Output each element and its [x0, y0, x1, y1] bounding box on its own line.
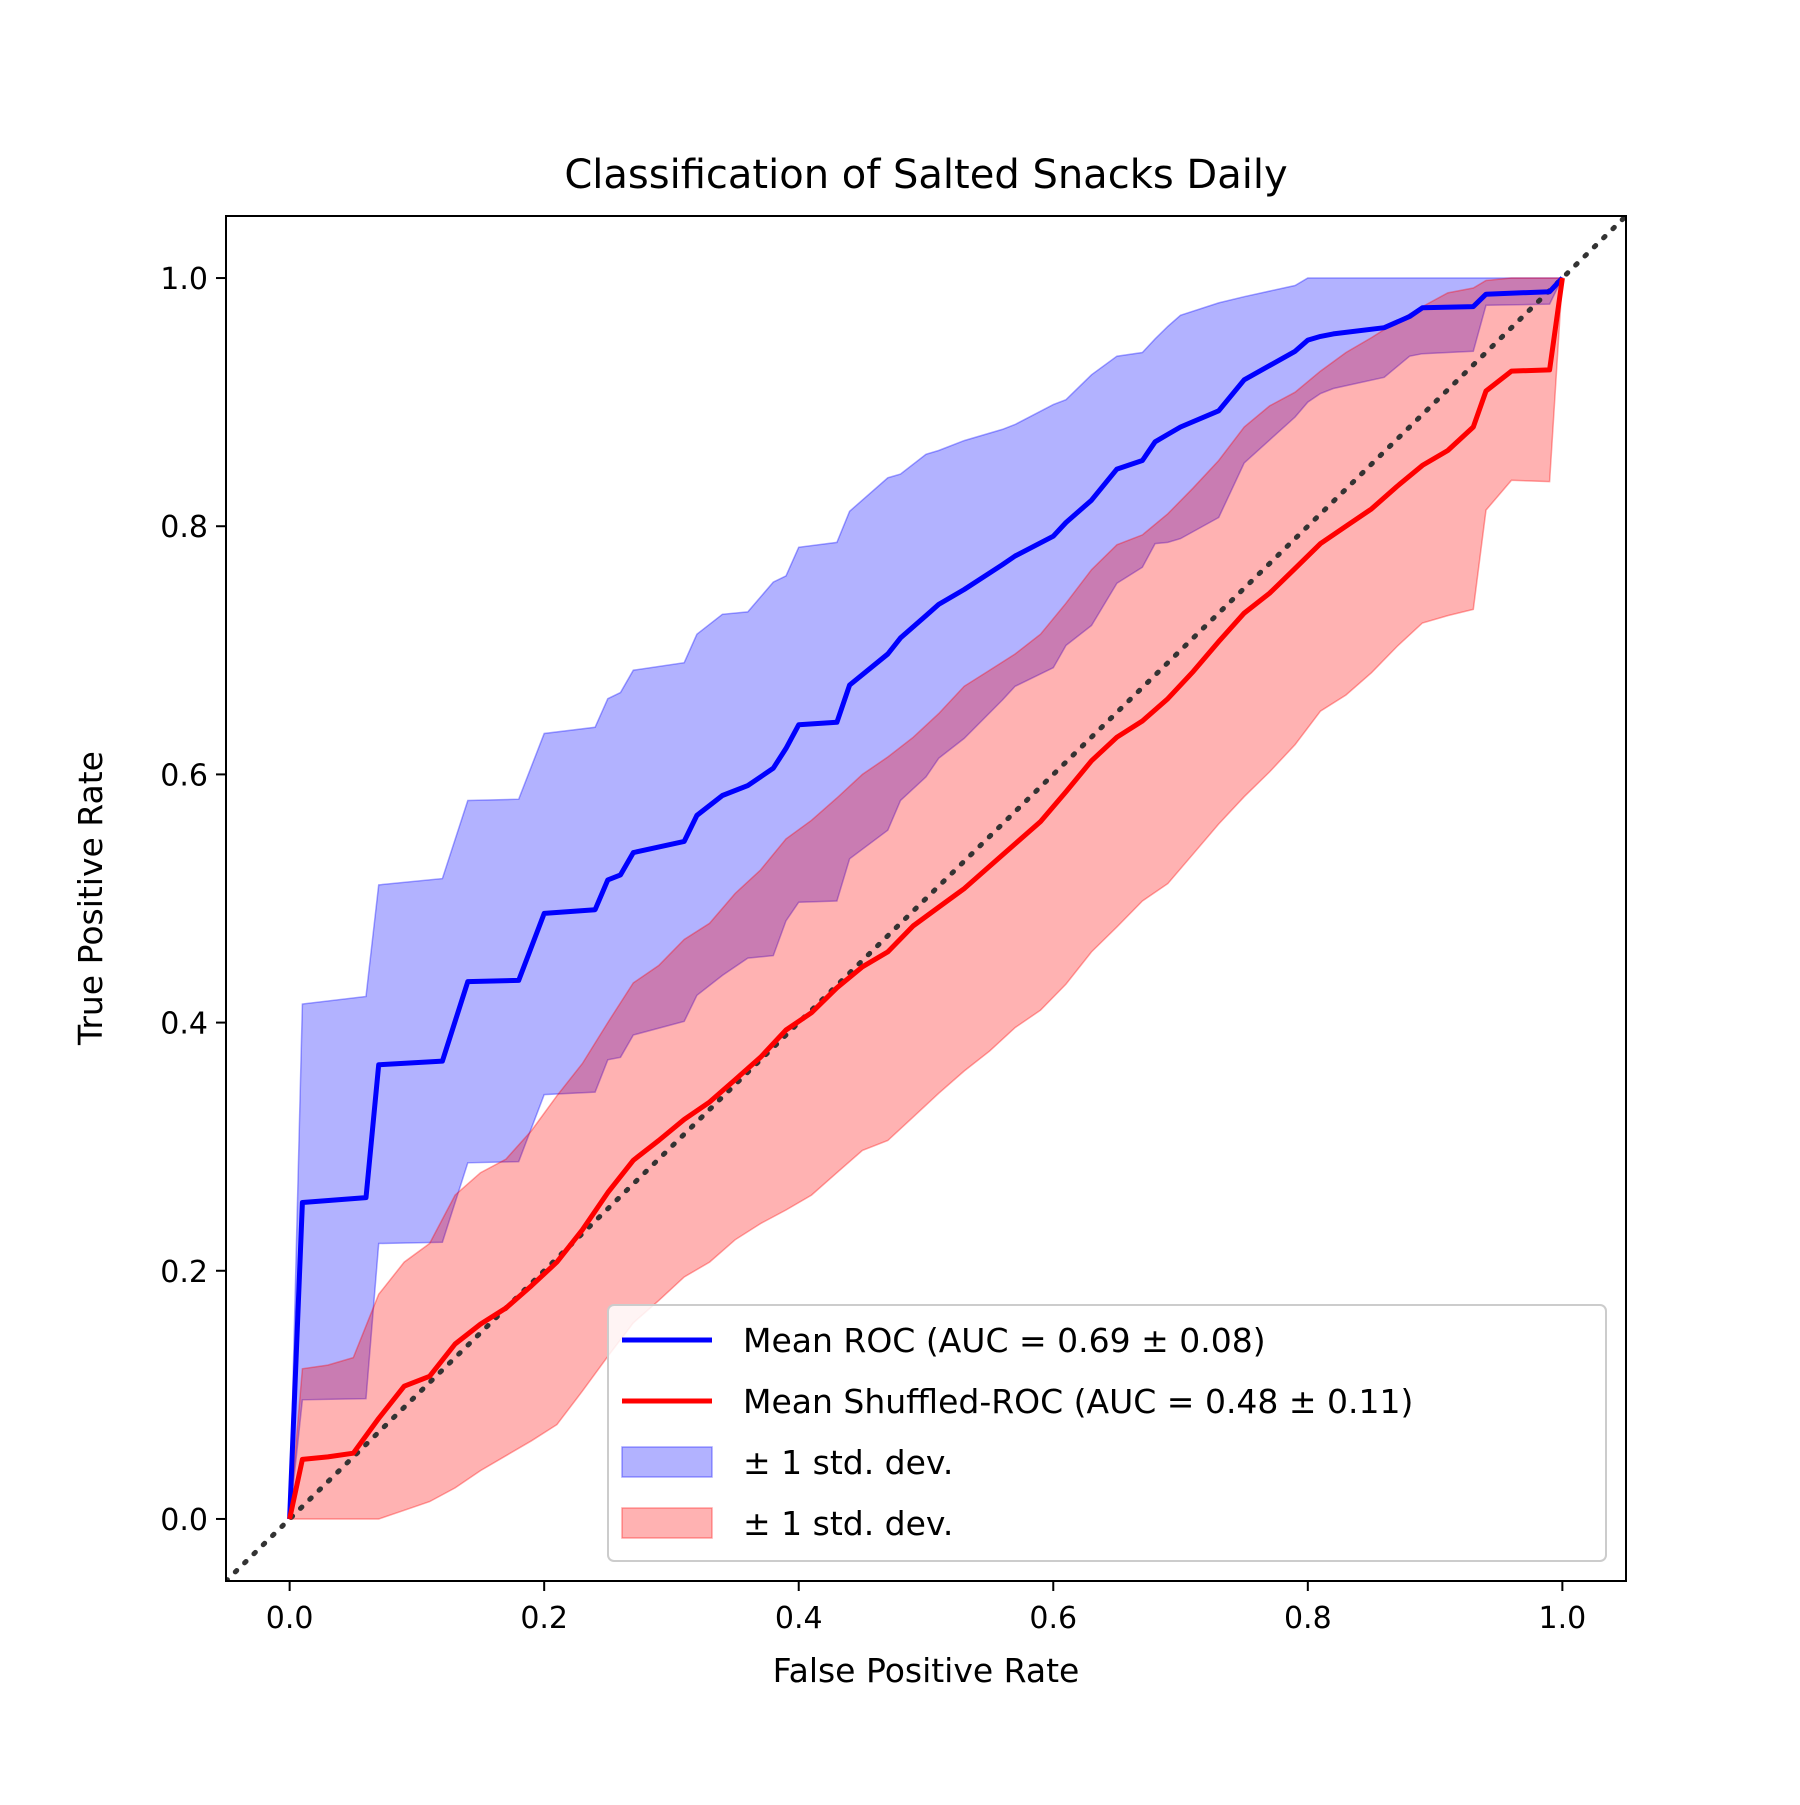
y-tick-label: 0.8 [160, 510, 208, 545]
legend-label: Mean ROC (AUC = 0.69 ± 0.08) [743, 1321, 1266, 1360]
chart-title: Classification of Salted Snacks Daily [564, 152, 1287, 198]
legend-box [607, 1304, 1607, 1562]
x-axis-title: False Positive Rate [773, 1651, 1080, 1690]
x-tick-label: 1.0 [1539, 1601, 1587, 1636]
legend-label: ± 1 std. dev. [743, 1443, 953, 1482]
legend-label: Mean Shuffled-ROC (AUC = 0.48 ± 0.11) [743, 1382, 1413, 1421]
mean-roc-line [287, 276, 1565, 1520]
plot-area [226, 216, 1626, 1581]
x-tick-label: 0.0 [266, 1601, 314, 1636]
y-axis-title: True Positive Rate [71, 751, 110, 1046]
x-tick-label: 0.6 [1029, 1601, 1077, 1636]
x-tick-label: 0.2 [520, 1601, 568, 1636]
legend-label: ± 1 std. dev. [743, 1504, 953, 1543]
y-tick-label: 0.0 [160, 1503, 208, 1538]
chance-line [226, 216, 1626, 1581]
y-tick-label: 0.2 [160, 1255, 208, 1290]
legend: Mean ROC (AUC = 0.69 ± 0.08) Mean Shuffle… [607, 1304, 1607, 1562]
mean-shuffled-roc-line [287, 277, 1565, 1520]
x-tick-label: 0.8 [1284, 1601, 1332, 1636]
legend-patch-swatch [621, 1446, 713, 1478]
y-tick-label: 0.4 [160, 1007, 208, 1042]
x-tick-label: 0.4 [775, 1601, 823, 1636]
y-tick-label: 1.0 [160, 262, 208, 297]
y-tick-label: 0.6 [160, 758, 208, 793]
axes-frame [225, 215, 1627, 1582]
axes: 0.0 0.2 0.4 0.6 0.8 1.0 0.0 0.2 0.4 0.6 0.8 1.0 [160, 215, 1627, 1636]
legend-patch-swatch [621, 1507, 713, 1539]
